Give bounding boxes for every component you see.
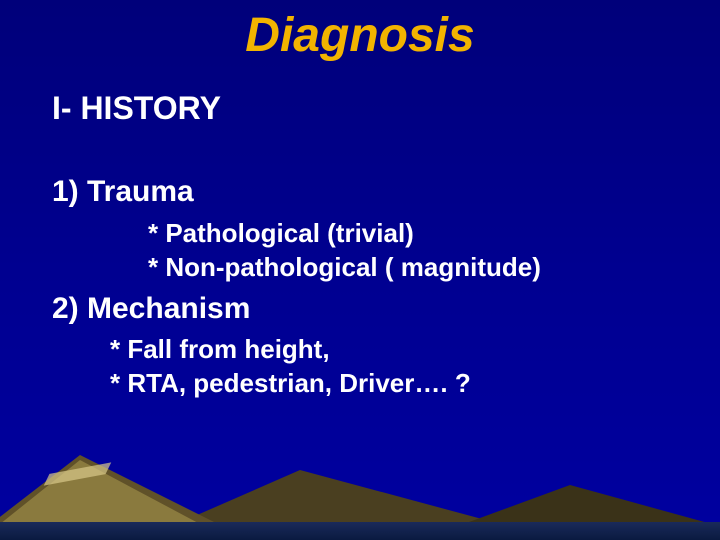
- bullet-pathological: * Pathological (trivial): [148, 218, 414, 249]
- bullet-fall-from-height: * Fall from height,: [110, 334, 330, 365]
- slide-title: Diagnosis: [0, 8, 720, 63]
- bullet-rta: * RTA, pedestrian, Driver…. ?: [110, 368, 471, 399]
- water-strip: [0, 522, 720, 540]
- section-heading-history: I- HISTORY: [52, 90, 221, 127]
- list-item-mechanism: 2) Mechanism: [52, 292, 250, 326]
- slide: Diagnosis I- HISTORY 1) Trauma * Patholo…: [0, 0, 720, 540]
- bullet-non-pathological: * Non-pathological ( magnitude): [148, 252, 541, 283]
- list-item-trauma: 1) Trauma: [52, 175, 194, 209]
